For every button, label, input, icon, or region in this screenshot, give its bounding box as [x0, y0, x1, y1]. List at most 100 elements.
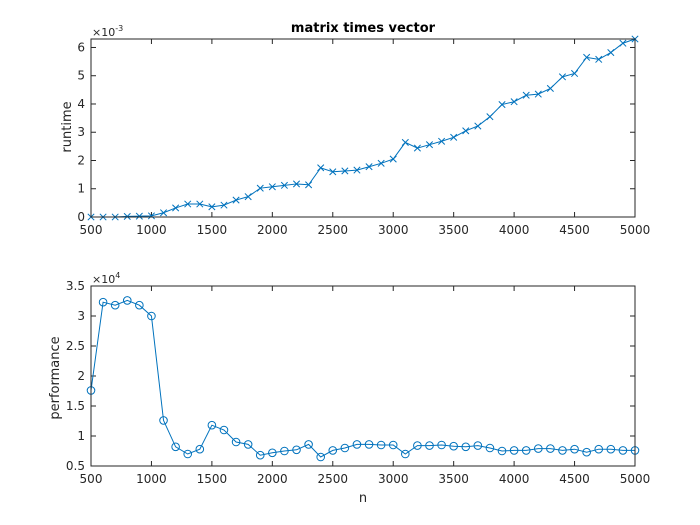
- data-point-circle-marker: [292, 445, 301, 455]
- data-point-x-marker: [208, 203, 216, 211]
- data-point-x-marker: [450, 133, 458, 141]
- data-point-circle-marker: [425, 441, 434, 450]
- data-point-x-marker: [607, 49, 615, 57]
- data-point-x-marker: [147, 212, 155, 220]
- data-point-circle-marker: [340, 443, 350, 453]
- y-tick-label: 5: [77, 69, 85, 83]
- data-point-circle-marker: [558, 446, 567, 455]
- data-point-circle-marker: [461, 442, 471, 452]
- x-tick-label: 2000: [257, 223, 288, 237]
- data-point-circle-marker: [497, 446, 507, 456]
- chart-title: matrix times vector: [291, 21, 436, 36]
- data-point-circle-marker: [376, 440, 386, 450]
- data-point-x-marker: [522, 91, 530, 99]
- data-point-circle-marker: [195, 444, 205, 454]
- data-point-x-marker: [413, 144, 421, 152]
- data-point-circle-marker: [122, 296, 132, 305]
- y-axis-label: performance: [48, 336, 63, 419]
- data-point-circle-marker: [533, 444, 543, 453]
- data-point-circle-marker: [110, 300, 120, 310]
- data-point-x-marker: [123, 212, 131, 220]
- x-tick-label: 4500: [559, 223, 590, 237]
- y-tick-label: 6: [77, 40, 85, 54]
- x-tick-label: 3500: [438, 223, 469, 237]
- data-point-circle-marker: [521, 446, 531, 455]
- data-point-circle-marker: [280, 446, 289, 456]
- x-tick-label: 4000: [499, 472, 530, 486]
- y-tick-label: 3: [77, 125, 85, 139]
- data-point-x-marker: [292, 180, 301, 188]
- data-point-circle-marker: [364, 440, 374, 449]
- data-point-x-marker: [510, 98, 518, 106]
- x-tick-label: 5000: [620, 223, 651, 237]
- series-line: [90, 299, 635, 458]
- data-point-x-marker: [595, 55, 603, 63]
- data-point-x-marker: [135, 212, 143, 220]
- x-tick-label: 5000: [620, 472, 651, 486]
- data-point-circle-marker: [509, 446, 519, 455]
- x-tick-label: 3000: [378, 223, 409, 237]
- data-point-circle-marker: [546, 444, 555, 453]
- x-tick-label: 2500: [318, 472, 349, 486]
- data-point-x-marker: [486, 113, 494, 121]
- data-point-x-marker: [546, 84, 554, 92]
- data-point-circle-marker: [388, 440, 398, 450]
- data-point-x-marker: [365, 163, 373, 171]
- axes-box: [90, 285, 636, 467]
- y-tick-label: 2: [77, 369, 85, 383]
- x-tick-label: 1000: [136, 472, 167, 486]
- runtime-plot: matrix times vector ×10-3 500 1000 1500 200…: [60, 21, 650, 237]
- x-tick-label: 2000: [257, 472, 288, 486]
- data-point-circle-marker: [606, 444, 616, 454]
- data-point-circle-marker: [243, 440, 253, 449]
- data-point-circle-marker: [449, 441, 458, 451]
- data-point-x-marker: [571, 69, 579, 78]
- y-tick-label: 4: [77, 97, 85, 111]
- data-point-x-marker: [256, 184, 264, 192]
- data-point-x-marker: [534, 90, 542, 98]
- y-axis-label: runtime: [60, 101, 75, 152]
- y-tick-label: 1: [77, 429, 85, 443]
- x-tick-label: 4000: [499, 223, 530, 237]
- y-tick-label: 0.5: [66, 459, 85, 473]
- y-exponent-label: ×104: [92, 271, 120, 286]
- data-point-circle-marker: [328, 446, 338, 455]
- data-point-circle-marker: [401, 449, 410, 459]
- data-point-circle-marker: [268, 448, 277, 458]
- data-point-circle-marker: [582, 447, 591, 457]
- data-point-circle-marker: [570, 444, 579, 454]
- data-point-circle-marker: [219, 425, 229, 435]
- x-tick-label: 1000: [136, 223, 167, 237]
- data-point-x-marker: [353, 166, 361, 174]
- data-point-circle-marker: [147, 311, 156, 321]
- data-point-x-marker: [268, 183, 276, 191]
- data-point-circle-marker: [231, 437, 241, 447]
- data-point-x-marker: [425, 141, 434, 149]
- data-point-x-marker: [619, 39, 627, 47]
- data-point-circle-marker: [473, 441, 483, 450]
- data-point-x-marker: [377, 159, 385, 167]
- data-point-x-marker: [220, 201, 228, 209]
- data-point-x-marker: [232, 196, 240, 204]
- x-tick-label: 500: [80, 223, 103, 237]
- data-point-x-marker: [329, 168, 337, 176]
- axes-box: [90, 38, 636, 218]
- x-tick-label: 2500: [318, 223, 349, 237]
- x-axis-label: n: [359, 491, 367, 506]
- data-point-circle-marker: [413, 441, 422, 450]
- data-point-x-marker: [159, 209, 168, 217]
- x-tick-label: 4500: [559, 472, 590, 486]
- data-point-circle-marker: [618, 446, 628, 455]
- data-point-circle-marker: [352, 440, 362, 449]
- x-tick-label: 1500: [197, 472, 228, 486]
- data-point-circle-marker: [485, 443, 495, 453]
- data-point-x-marker: [438, 137, 446, 145]
- y-tick-label: 2: [77, 153, 85, 167]
- data-point-x-marker: [172, 204, 180, 212]
- data-point-circle-marker: [183, 449, 193, 459]
- data-point-x-marker: [558, 73, 567, 81]
- data-point-circle-marker: [594, 444, 604, 454]
- data-point-circle-marker: [98, 297, 108, 307]
- data-point-circle-marker: [159, 416, 168, 425]
